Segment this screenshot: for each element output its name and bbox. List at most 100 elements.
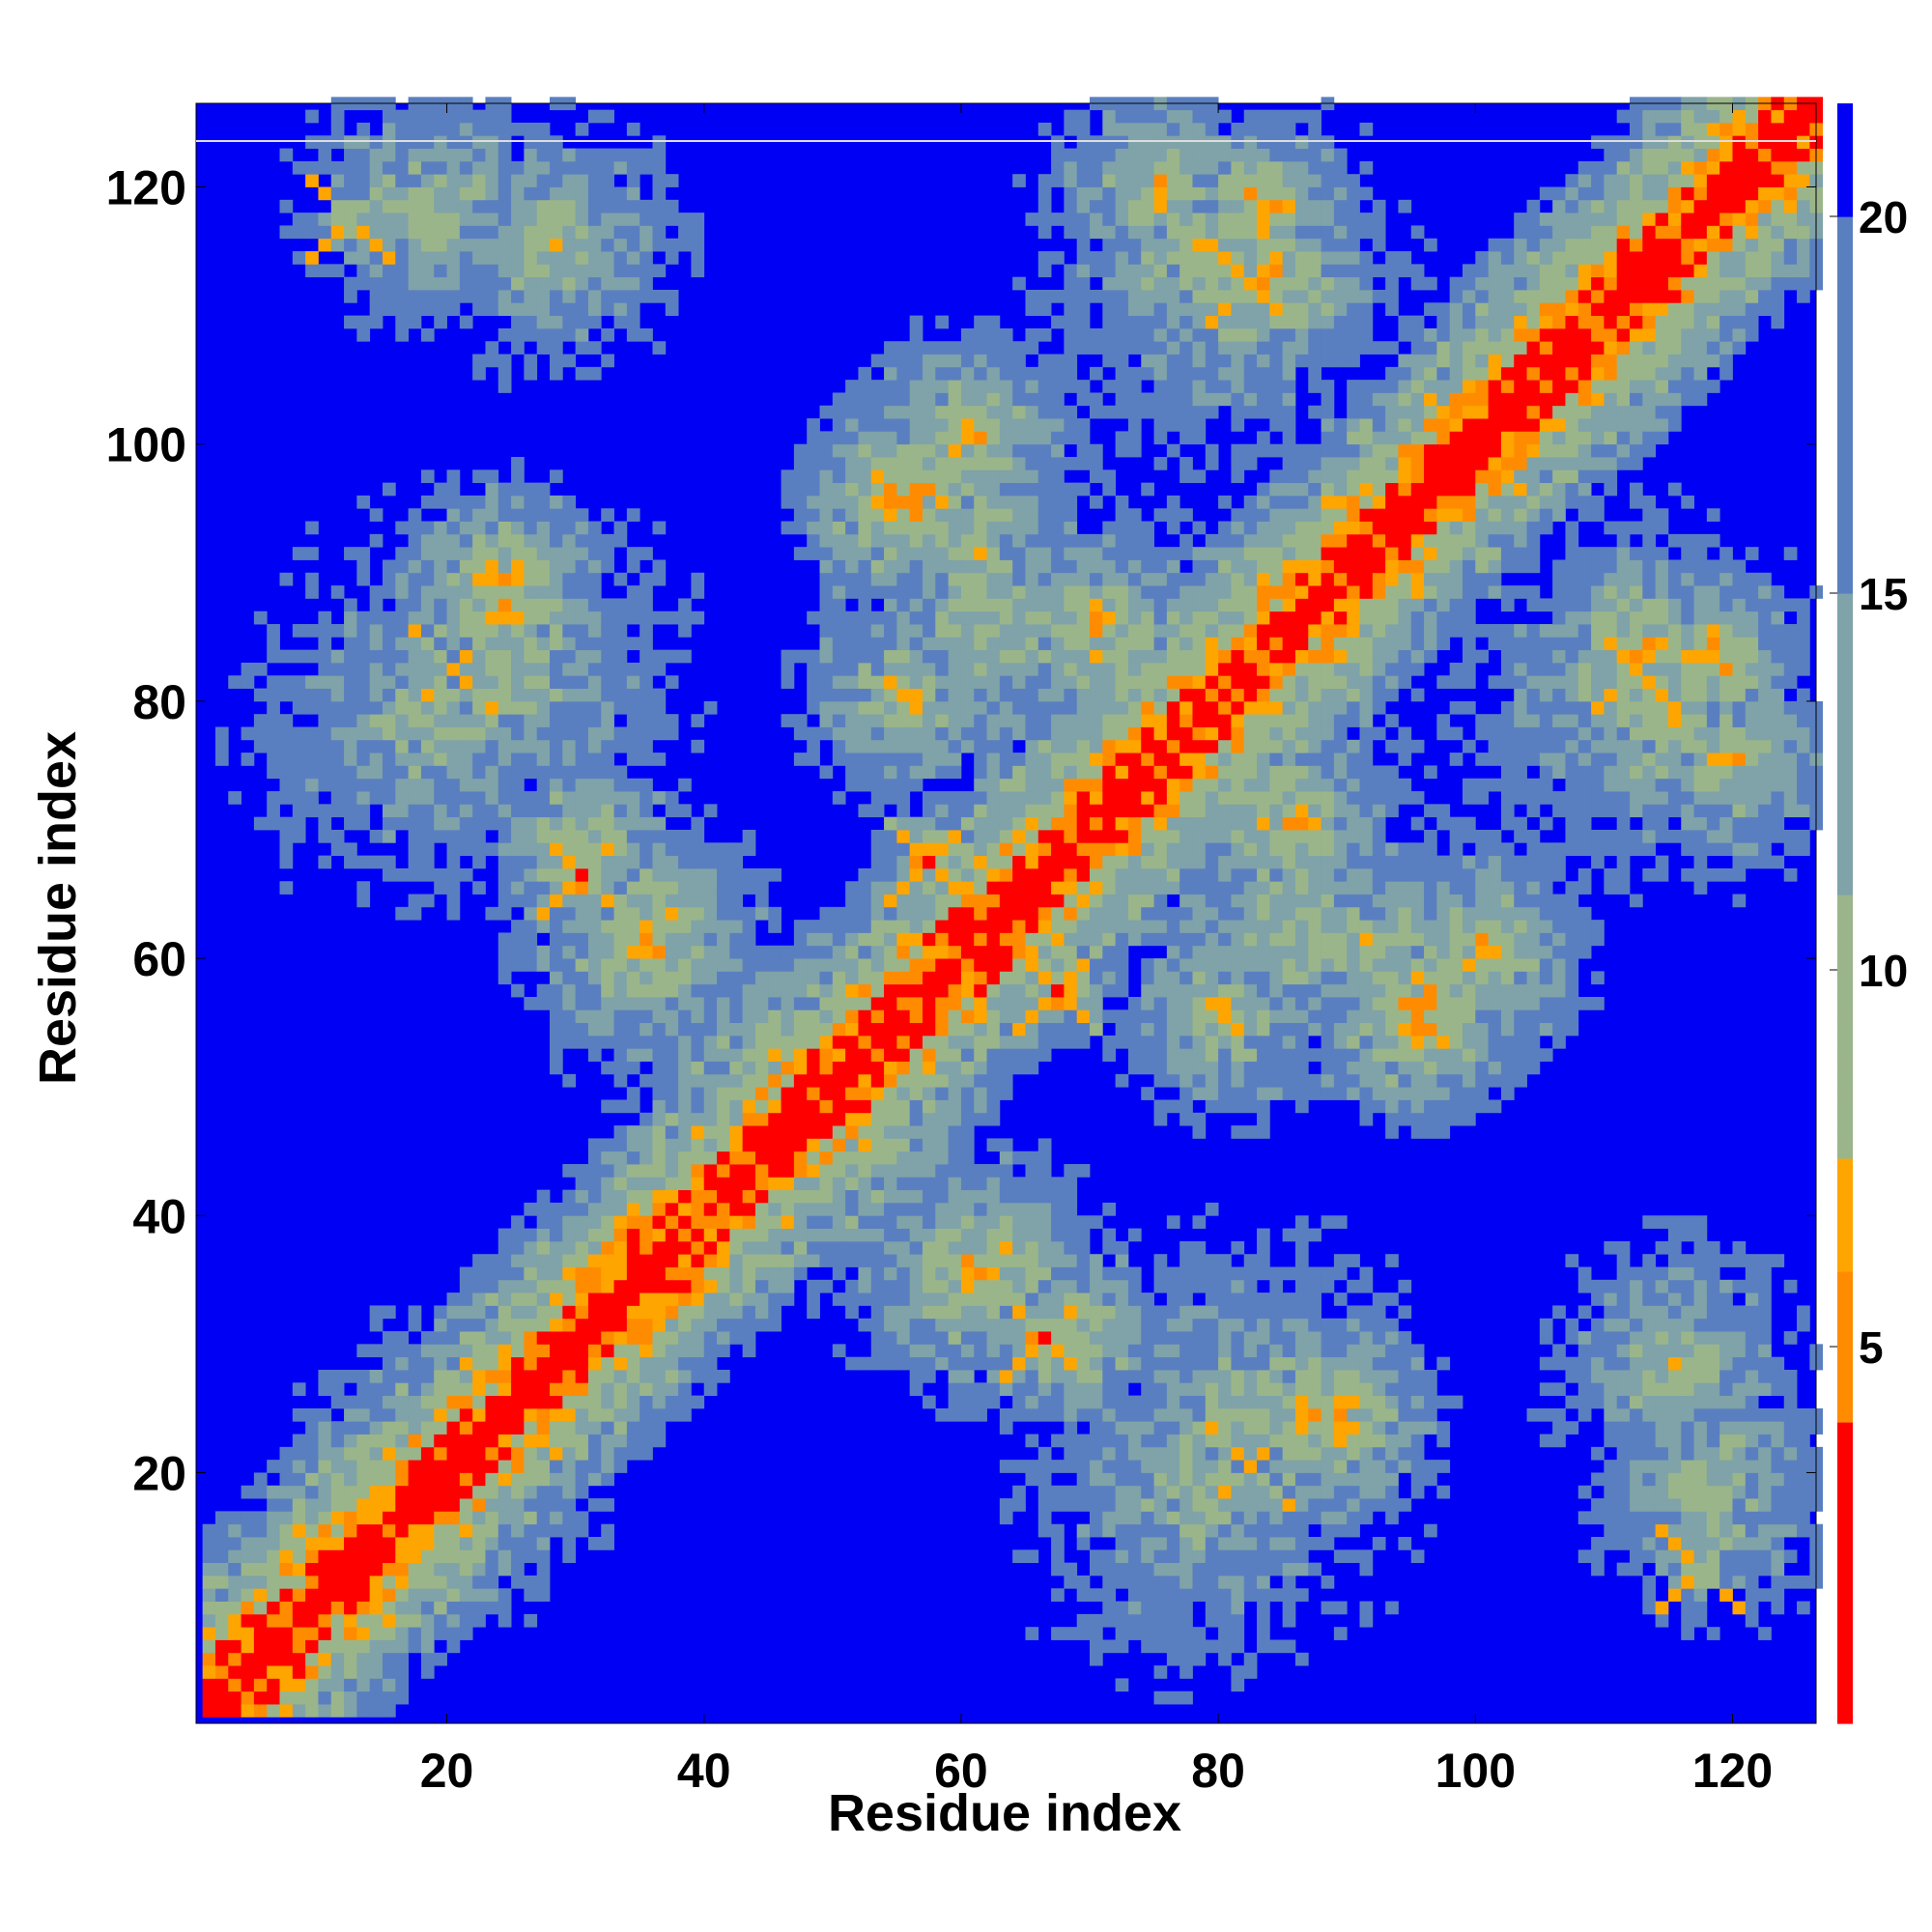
heatmap-cell: [819, 443, 834, 458]
heatmap-cell: [279, 1562, 294, 1577]
heatmap-cell: [986, 327, 1001, 342]
heatmap-cell: [318, 739, 332, 753]
heatmap-cell: [884, 920, 897, 933]
heatmap-cell: [960, 662, 975, 676]
heatmap-cell: [536, 1254, 551, 1267]
heatmap-cell: [497, 649, 512, 664]
heatmap-cell: [729, 1331, 744, 1345]
heatmap-cell: [344, 186, 357, 201]
heatmap-cell: [356, 1562, 371, 1577]
heatmap-cell: [1064, 932, 1078, 947]
heatmap-cell: [420, 1382, 435, 1397]
heatmap-cell: [446, 289, 461, 303]
heatmap-cell: [356, 1601, 371, 1615]
heatmap-cell: [536, 1279, 551, 1293]
heatmap-cell: [279, 1665, 294, 1679]
heatmap-cell: [472, 264, 486, 278]
heatmap-cell: [948, 1344, 962, 1358]
heatmap-cell: [1076, 881, 1091, 895]
heatmap-cell: [550, 791, 563, 805]
heatmap-cell: [986, 675, 1001, 689]
heatmap-cell: [497, 1293, 512, 1306]
heatmap-cell: [550, 675, 563, 689]
heatmap-cell: [587, 1189, 602, 1204]
heatmap-cell: [781, 1202, 795, 1216]
heatmap-cell: [1012, 1407, 1026, 1422]
heatmap-cell: [459, 533, 473, 548]
heatmap-cell: [960, 958, 975, 972]
heatmap-cell: [318, 1498, 332, 1512]
heatmap-cell: [974, 547, 987, 560]
heatmap-cell: [1051, 1549, 1065, 1564]
heatmap-cell: [524, 1254, 538, 1267]
heatmap-cell: [665, 958, 679, 972]
heatmap-cell: [305, 585, 319, 599]
heatmap-cell: [1051, 598, 1065, 612]
heatmap-cell: [1102, 1485, 1117, 1499]
heatmap-cell: [781, 1240, 795, 1255]
heatmap-cell: [999, 791, 1013, 805]
heatmap-cell: [408, 508, 422, 522]
heatmap-cell: [845, 1177, 859, 1191]
heatmap-cell: [986, 816, 1001, 831]
heatmap-cell: [1064, 1164, 1078, 1178]
heatmap-cell: [446, 533, 461, 548]
heatmap-cell: [318, 238, 332, 252]
heatmap-cell: [948, 753, 962, 766]
heatmap-cell: [1102, 1434, 1117, 1448]
heatmap-cell: [665, 1369, 679, 1383]
heatmap-cell: [369, 1305, 384, 1320]
heatmap-cell: [459, 1434, 473, 1448]
heatmap-cell: [845, 431, 859, 445]
heatmap-cell: [870, 521, 885, 535]
heatmap-cell: [691, 213, 705, 226]
heatmap-cell: [1102, 1460, 1117, 1473]
heatmap-cell: [511, 1460, 525, 1473]
heatmap-cell: [1051, 405, 1065, 419]
heatmap-cell: [536, 1369, 551, 1383]
heatmap-cell: [960, 1279, 975, 1293]
heatmap-cell: [524, 700, 538, 715]
heatmap-cell: [999, 637, 1013, 651]
heatmap-cell: [459, 1293, 473, 1306]
heatmap-cell: [575, 675, 589, 689]
heatmap-cell: [446, 199, 461, 213]
heatmap-cell: [896, 418, 911, 432]
heatmap-cell: [562, 867, 577, 882]
heatmap-cell: [729, 997, 744, 1010]
heatmap-cell: [382, 1485, 396, 1499]
heatmap-cell: [550, 1254, 563, 1267]
heatmap-cell: [703, 997, 718, 1010]
heatmap-cell: [601, 1407, 614, 1422]
heatmap-cell: [267, 1704, 280, 1718]
heatmap-cell: [1127, 585, 1142, 599]
heatmap-cell: [845, 714, 859, 727]
heatmap-cell: [601, 1189, 614, 1204]
heatmap-cell: [639, 649, 653, 664]
heatmap-cell: [524, 958, 538, 972]
heatmap-cell: [536, 1523, 551, 1538]
heatmap-cell: [1115, 354, 1129, 368]
heatmap-cell: [408, 547, 422, 560]
heatmap-cell: [434, 482, 447, 497]
heatmap-cell: [485, 199, 499, 213]
heatmap-cell: [1115, 225, 1129, 240]
heatmap-cell: [1127, 1266, 1142, 1281]
heatmap-cell: [832, 598, 846, 612]
heatmap-cell: [1115, 1472, 1129, 1487]
heatmap-cell: [948, 482, 962, 497]
heatmap-cell: [960, 1305, 975, 1320]
heatmap-cell: [845, 778, 859, 792]
heatmap-cell: [1127, 1421, 1142, 1435]
heatmap-cell: [330, 1575, 345, 1589]
heatmap-cell: [845, 559, 859, 574]
heatmap-cell: [999, 804, 1013, 818]
heatmap-cell: [678, 997, 692, 1010]
heatmap-cell: [613, 920, 628, 933]
heatmap-cell: [754, 958, 769, 972]
heatmap-cell: [870, 842, 885, 857]
heatmap-cell: [960, 1331, 975, 1345]
heatmap-cell: [986, 405, 1001, 419]
heatmap-cell: [960, 714, 975, 727]
heatmap-cell: [1076, 135, 1091, 149]
